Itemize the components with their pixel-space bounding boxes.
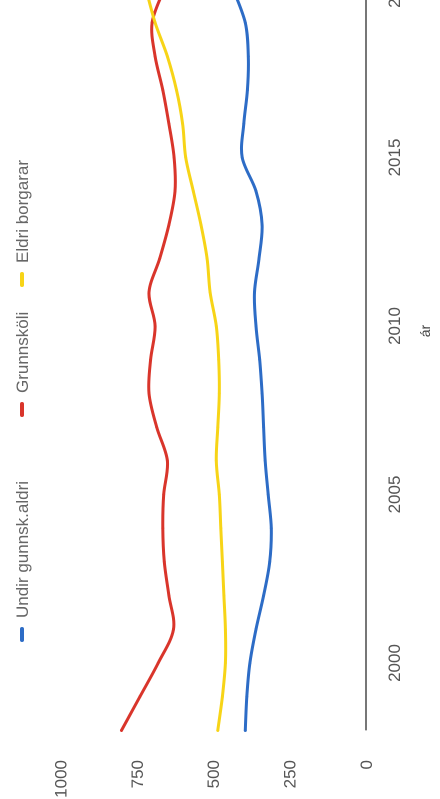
data-point (165, 55, 169, 58)
data-point (149, 358, 152, 362)
data-point (184, 156, 188, 159)
y-tick-label: 250 (281, 760, 300, 788)
data-point (175, 88, 178, 92)
data-point (138, 695, 142, 699)
data-point (155, 425, 159, 429)
data-point (266, 493, 270, 496)
y-tick-label: 750 (128, 760, 147, 788)
data-point (167, 223, 171, 227)
data-point (167, 594, 171, 597)
plot-area: 2000 2005 2010 2015 2020 ár 0 250 500 750 1000 Undi… (13, 0, 433, 798)
data-point (199, 223, 203, 227)
data-point (243, 729, 247, 732)
data-point (254, 324, 258, 328)
data-point (257, 257, 261, 260)
data-point (216, 425, 220, 429)
series-1 (120, 0, 177, 732)
legend-label: Eldri borgarar (13, 160, 32, 263)
data-point (254, 189, 258, 193)
y-tick-label: 0 (357, 760, 376, 769)
legend-label: Undir gunnsk.aldri (13, 481, 32, 618)
data-point (150, 21, 154, 25)
data-point (181, 122, 185, 126)
data-point (205, 257, 209, 260)
data-point (262, 594, 266, 597)
data-point (172, 627, 175, 631)
data-point (240, 156, 244, 159)
data-point (153, 21, 157, 25)
data-point (162, 493, 166, 496)
data-point (153, 324, 157, 328)
x-tick-label: 2020 (385, 0, 404, 8)
data-point (262, 425, 266, 429)
data-point (245, 695, 249, 699)
data-point (224, 661, 227, 665)
data-point (167, 122, 171, 126)
data-point (253, 290, 256, 294)
data-point (246, 88, 249, 92)
data-point (158, 257, 162, 260)
data-point (243, 21, 247, 25)
data-point (242, 122, 246, 126)
data-point (258, 358, 262, 362)
legend-label: Grunnsköli (13, 312, 32, 393)
data-point (246, 55, 250, 58)
y-tick-label: 500 (204, 760, 223, 788)
data-point (248, 661, 252, 665)
data-point (219, 526, 223, 530)
data-point (208, 290, 212, 294)
data-point (147, 392, 151, 395)
data-point (165, 459, 169, 463)
data-point (161, 526, 165, 530)
x-tick-label: 2005 (385, 476, 404, 514)
data-point (162, 560, 166, 564)
data-point (263, 459, 267, 463)
x-tick-label: 2015 (385, 139, 404, 177)
data-point (217, 358, 221, 362)
data-point (222, 594, 226, 597)
data-point (254, 627, 258, 631)
data-point (153, 55, 157, 58)
series-0 (235, 0, 273, 732)
data-point (224, 627, 227, 631)
series-line (147, 0, 228, 732)
data-point (191, 189, 195, 193)
data-point (214, 324, 218, 328)
y-tick-label: 1000 (51, 760, 70, 798)
series-line (120, 0, 177, 732)
data-point (260, 223, 264, 227)
data-point (173, 189, 177, 193)
data-point (220, 695, 224, 699)
data-point (214, 459, 218, 463)
data-point (217, 493, 221, 496)
data-point (156, 661, 160, 665)
data-point (269, 526, 273, 530)
data-point (217, 392, 221, 395)
x-axis-title: ár (417, 324, 433, 337)
data-point (172, 156, 176, 159)
data-point (120, 729, 123, 732)
x-tick-label: 2010 (385, 307, 404, 345)
data-point (268, 560, 272, 564)
data-point (216, 729, 220, 732)
data-point (161, 88, 165, 92)
x-tick-label: 2000 (385, 644, 404, 682)
data-point (260, 392, 264, 395)
series-2 (147, 0, 228, 732)
series-line (235, 0, 273, 732)
data-point (220, 560, 224, 564)
data-point (147, 290, 151, 294)
